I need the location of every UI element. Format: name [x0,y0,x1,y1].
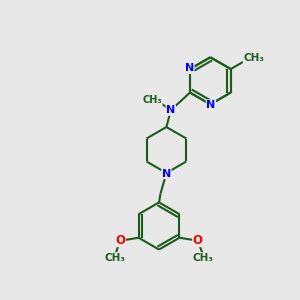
Text: N: N [162,169,171,178]
Text: O: O [193,234,203,247]
Text: O: O [116,234,125,247]
Text: CH₃: CH₃ [105,253,126,263]
Text: CH₃: CH₃ [243,53,264,63]
Text: N: N [206,100,216,110]
Text: CH₃: CH₃ [142,95,162,105]
Text: N: N [185,63,194,74]
Text: N: N [166,105,176,115]
Text: CH₃: CH₃ [193,253,214,263]
